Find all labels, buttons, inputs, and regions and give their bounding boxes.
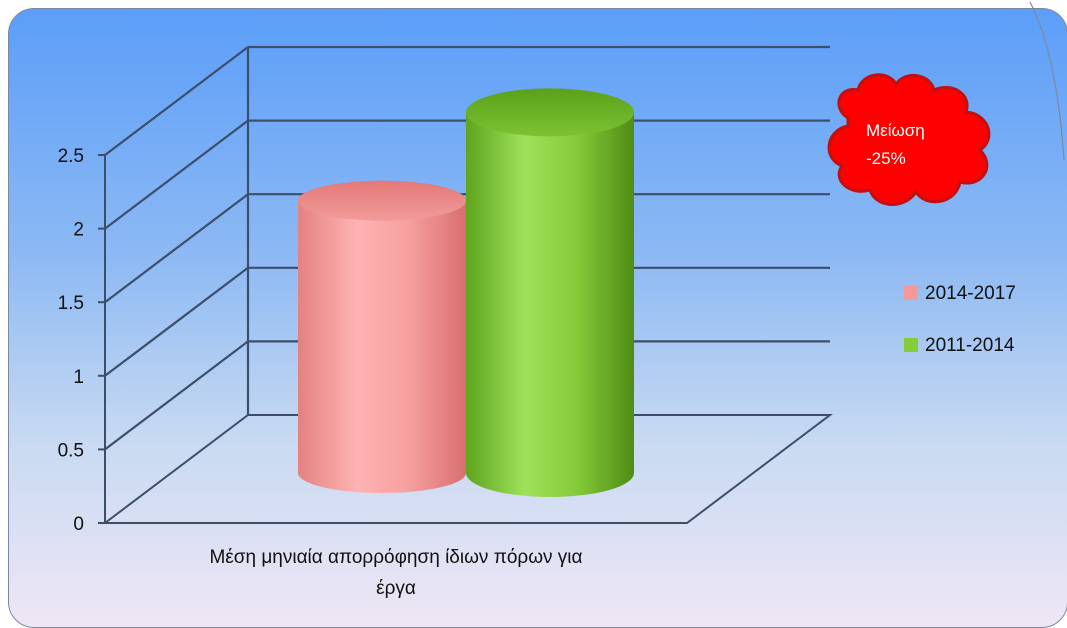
bar-body [298, 200, 466, 493]
gridline-side [104, 46, 249, 156]
legend-swatch [904, 338, 918, 352]
y-tick-label: 1 [73, 367, 84, 388]
category-label-line2: έργα [376, 578, 416, 599]
callout-cloud-shape [827, 73, 991, 206]
decorative-arc [1029, 1, 1065, 161]
y-tick-label: 2.5 [58, 146, 84, 167]
callout-line2: -25% [866, 149, 906, 168]
callout-line1: Μείωση [866, 121, 925, 140]
legend-label: 2011-2014 [925, 335, 1015, 356]
y-tick-label: 1.5 [58, 293, 84, 314]
reduction-callout: Μείωση -25% [827, 73, 991, 206]
gridline-side [104, 193, 249, 304]
bar-top [466, 88, 634, 137]
gridline-side [104, 266, 249, 377]
bar-body [466, 112, 634, 498]
bar-2011-2014 [466, 88, 634, 498]
bar-2014-2017 [298, 180, 466, 493]
legend-label: 2014-2017 [925, 283, 1016, 304]
gridline-side [104, 340, 249, 451]
y-tick-label: 0.5 [58, 440, 84, 461]
bar-top [298, 180, 466, 221]
gridline-side [104, 119, 249, 230]
y-tick-label: 0 [73, 514, 84, 535]
category-label-line1: Μέση μηνιαία απορρόφηση ίδιων πόρων για [209, 547, 582, 568]
legend-swatch [904, 286, 918, 300]
y-tick-label: 2 [73, 220, 84, 241]
